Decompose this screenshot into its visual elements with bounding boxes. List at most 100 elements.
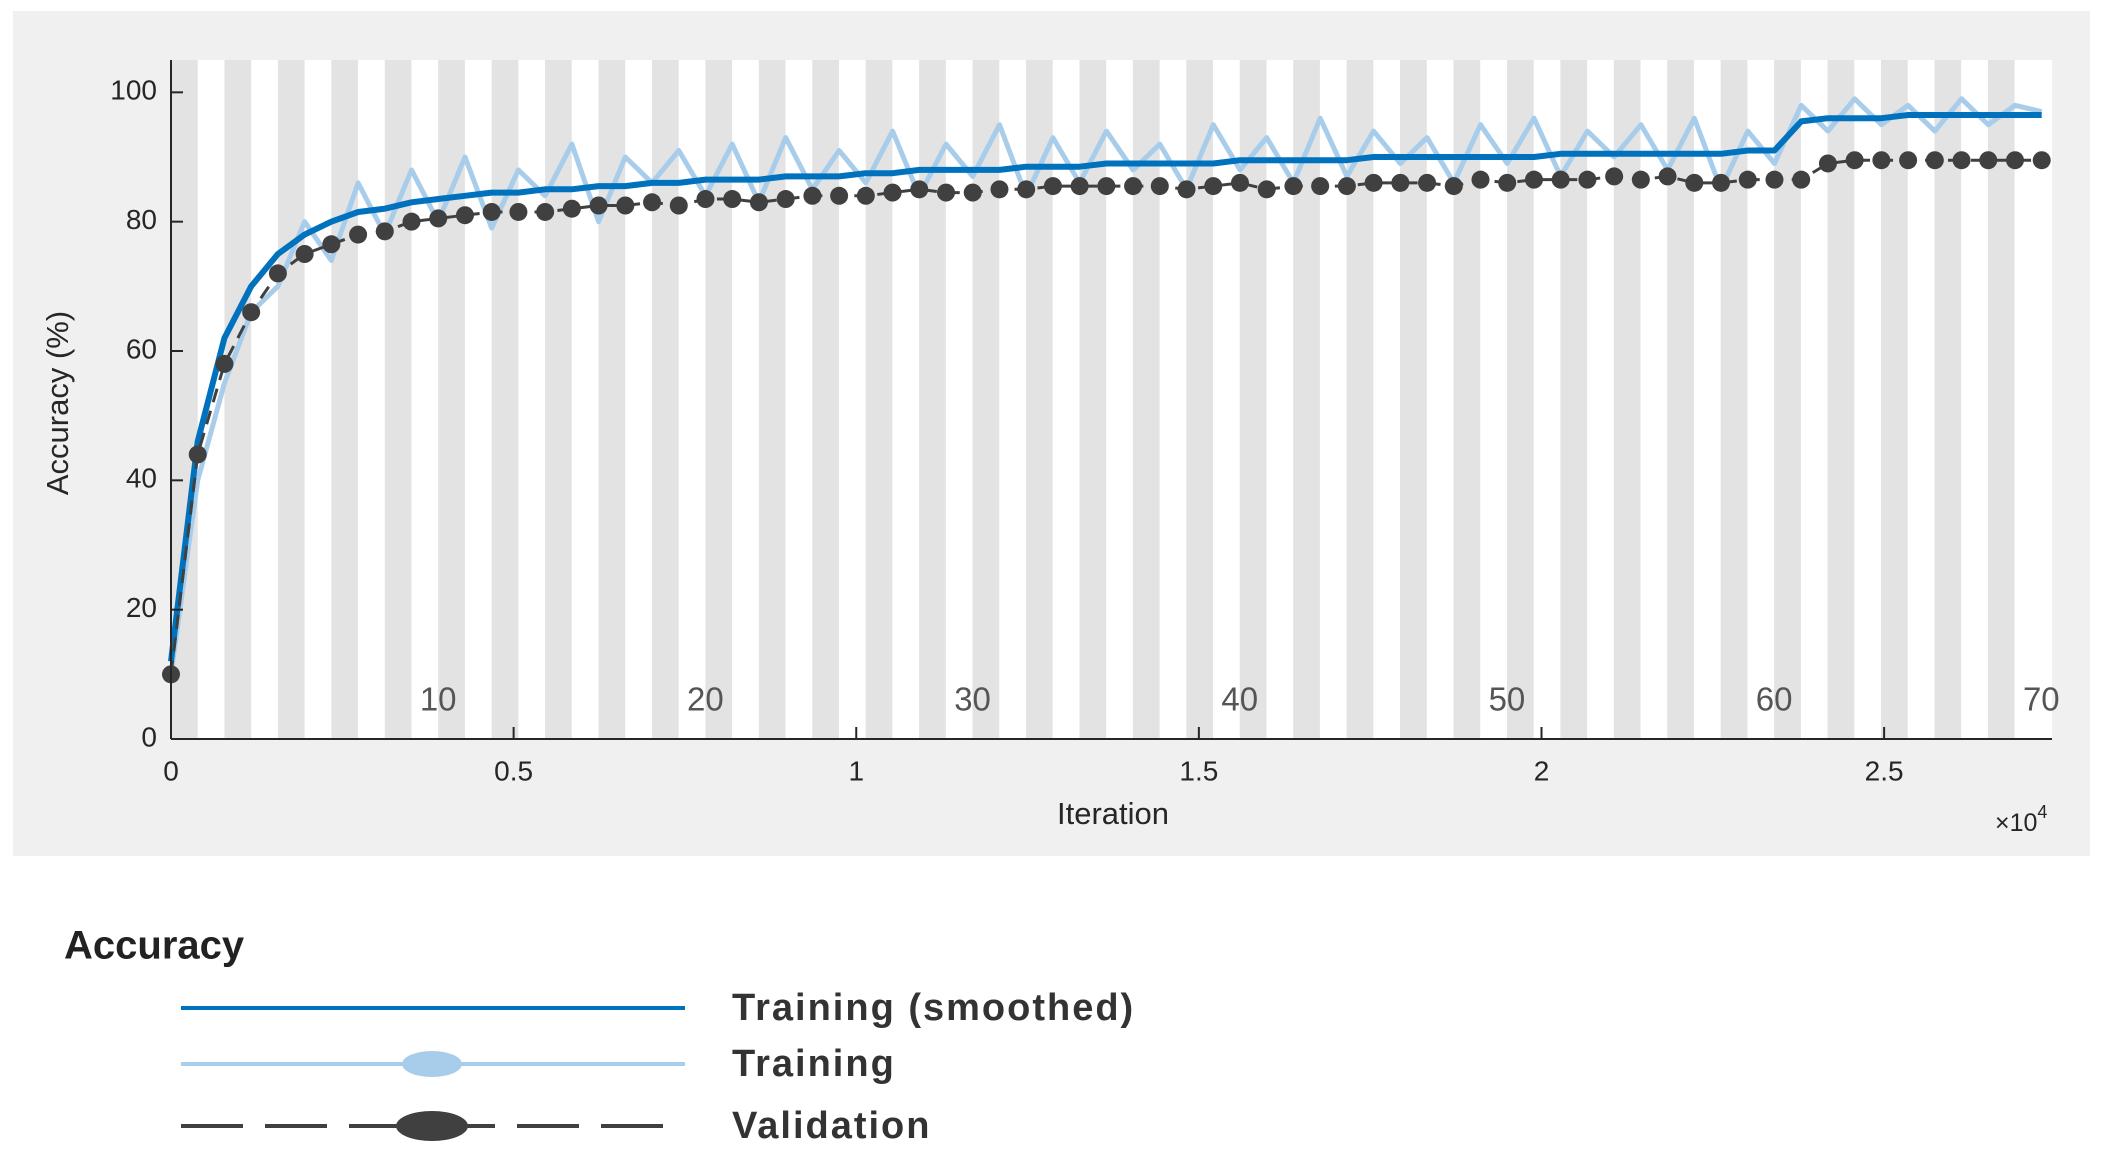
validation-point bbox=[669, 196, 688, 215]
epoch-stripe bbox=[1239, 60, 1267, 739]
validation-point bbox=[883, 183, 902, 202]
epoch-stripe bbox=[1987, 60, 2015, 739]
grid: 10 20 30 40 50 60 70 bbox=[420, 681, 2060, 718]
validation-point bbox=[1979, 151, 1998, 170]
epoch-stripe bbox=[491, 60, 519, 739]
epoch-stripe bbox=[1774, 60, 1801, 739]
validation-point bbox=[643, 193, 662, 212]
validation-point bbox=[963, 183, 982, 202]
validation-point bbox=[429, 209, 448, 228]
y-tick-label: 0 bbox=[141, 721, 157, 752]
legend-label: Validation bbox=[732, 1105, 931, 1147]
epoch-stripe bbox=[1934, 60, 1962, 739]
validation-point bbox=[1017, 180, 1036, 199]
validation-point bbox=[1578, 170, 1597, 189]
validation-point bbox=[1952, 151, 1971, 170]
validation-point bbox=[1337, 177, 1356, 196]
y-tick-label: 80 bbox=[126, 204, 157, 235]
legend-marker bbox=[396, 1111, 468, 1141]
validation-point bbox=[1658, 167, 1677, 186]
validation-point bbox=[1872, 151, 1891, 170]
x-tick-label: 0 bbox=[163, 755, 179, 786]
epoch-label: 70 bbox=[2023, 681, 2060, 718]
epoch-label: 50 bbox=[1489, 681, 1526, 718]
legend-label: Training (smoothed) bbox=[732, 987, 1135, 1029]
validation-point bbox=[803, 186, 822, 205]
validation-point bbox=[696, 190, 715, 209]
y-axis-label: Accuracy (%) bbox=[40, 311, 75, 495]
validation-point bbox=[1204, 177, 1223, 196]
legend: Accuracy Training (smoothed) Training Vali… bbox=[64, 924, 1135, 1147]
epoch-stripe bbox=[545, 60, 572, 739]
validation-point bbox=[268, 264, 287, 283]
validation-point bbox=[1418, 173, 1437, 192]
validation-point bbox=[1524, 170, 1543, 189]
validation-point bbox=[1043, 177, 1062, 196]
epoch-label: 10 bbox=[420, 681, 457, 718]
epoch-stripe bbox=[224, 60, 252, 739]
validation-point bbox=[1150, 177, 1169, 196]
epoch-label: 30 bbox=[954, 681, 991, 718]
x-multiplier-exponent: 4 bbox=[2037, 802, 2047, 822]
validation-point bbox=[830, 186, 849, 205]
validation-point bbox=[215, 354, 234, 373]
y-tick-label: 40 bbox=[126, 463, 157, 494]
legend-marker bbox=[402, 1051, 462, 1077]
epoch-stripe bbox=[972, 60, 1000, 739]
validation-point bbox=[937, 183, 956, 202]
epoch-stripe bbox=[758, 60, 786, 739]
legend-title: Accuracy bbox=[64, 924, 245, 968]
validation-point bbox=[188, 445, 207, 464]
x-tick-label: 1 bbox=[848, 755, 864, 786]
epoch-stripe bbox=[705, 60, 733, 739]
validation-point bbox=[856, 186, 875, 205]
epoch-stripe bbox=[1400, 60, 1427, 739]
validation-point bbox=[349, 225, 368, 244]
epoch-stripe bbox=[812, 60, 839, 739]
epoch-stripe bbox=[331, 60, 359, 739]
x-multiplier-base: ×10 bbox=[1995, 809, 2037, 837]
epoch-stripe bbox=[384, 60, 412, 739]
validation-point bbox=[1765, 170, 1784, 189]
validation-point bbox=[1792, 170, 1811, 189]
validation-point bbox=[1177, 180, 1196, 199]
x-tick-label: 2.5 bbox=[1865, 755, 1904, 786]
validation-point bbox=[1551, 170, 1570, 189]
validation-point bbox=[1070, 177, 1089, 196]
validation-point bbox=[295, 245, 314, 263]
validation-point bbox=[1097, 177, 1116, 196]
epoch-stripe bbox=[919, 60, 946, 739]
epoch-stripe bbox=[1453, 60, 1481, 739]
epoch-stripe bbox=[651, 60, 679, 739]
training-smoothed-line bbox=[168, 112, 2042, 662]
validation-point bbox=[1498, 173, 1517, 192]
validation-point bbox=[1230, 173, 1249, 192]
x-tick-label: 0.5 bbox=[494, 755, 533, 786]
validation-point bbox=[402, 212, 421, 231]
validation-point bbox=[536, 202, 555, 221]
epoch-stripe bbox=[1560, 60, 1588, 739]
training-line bbox=[168, 96, 2043, 675]
validation-point bbox=[509, 202, 528, 221]
validation-point bbox=[1444, 177, 1463, 196]
axes: 0 20 40 60 80 100 0 0.5 1 1.5 2 2.5 bbox=[110, 60, 2052, 786]
epoch-label: 40 bbox=[1221, 681, 1258, 718]
epoch-stripe bbox=[1613, 60, 1641, 739]
epoch-stripes bbox=[171, 60, 2015, 739]
epoch-stripe bbox=[1132, 60, 1160, 739]
validation-point bbox=[1364, 173, 1383, 192]
epoch-label: 60 bbox=[1756, 681, 1793, 718]
validation-point bbox=[1391, 173, 1410, 192]
validation-point bbox=[1471, 170, 1490, 189]
legend-label: Training bbox=[732, 1043, 896, 1085]
validation-point bbox=[589, 196, 608, 215]
validation-point bbox=[1311, 177, 1330, 196]
y-tick-label: 100 bbox=[110, 75, 157, 106]
y-tick-label: 20 bbox=[126, 592, 157, 623]
validation-point bbox=[455, 206, 474, 225]
validation-point bbox=[776, 190, 795, 209]
epoch-stripe bbox=[1881, 60, 1908, 739]
x-axis-label: Iteration bbox=[1057, 796, 1169, 831]
validation-point bbox=[1631, 170, 1650, 189]
